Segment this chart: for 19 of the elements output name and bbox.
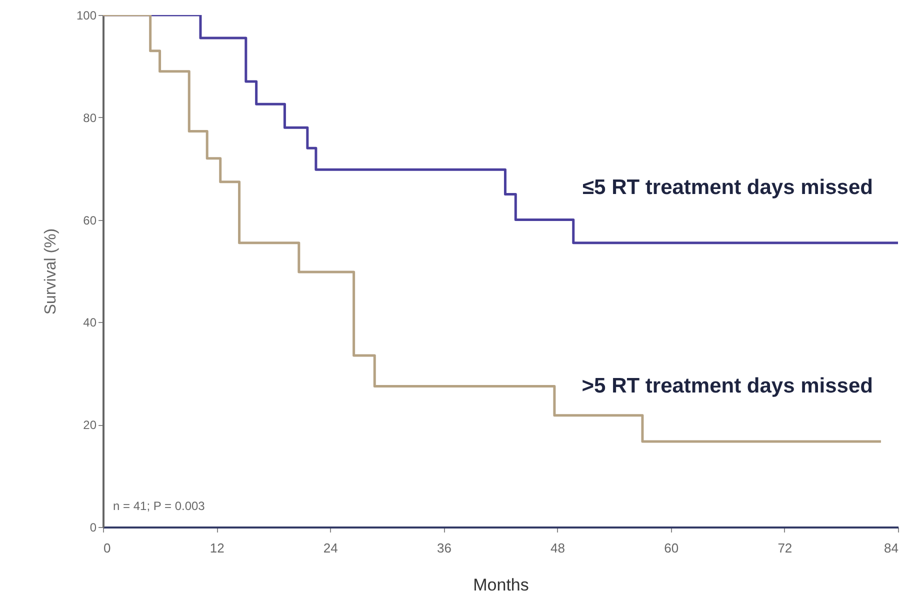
- y-tick-label: 100: [76, 8, 97, 22]
- x-tick-label: 60: [664, 540, 679, 556]
- x-tick-label: 0: [104, 540, 111, 556]
- series-label: >5 RT treatment days missed: [582, 374, 873, 398]
- x-tick-label: 72: [778, 540, 792, 556]
- x-tick-label: 36: [436, 540, 452, 556]
- x-tick-label: 84: [884, 540, 898, 556]
- y-tick-label: 80: [83, 110, 97, 125]
- y-axis-title: Survival (%): [42, 228, 60, 315]
- y-tick-label: 20: [83, 418, 97, 432]
- y-tick-label: 0: [90, 520, 97, 534]
- series-label: ≤5 RT treatment days missed: [582, 176, 873, 199]
- y-tick-label: 40: [83, 316, 97, 330]
- x-tick-label: 48: [550, 540, 566, 556]
- x-axis-title: Months: [473, 576, 529, 594]
- x-tick-label: 24: [323, 540, 338, 556]
- annotation: n = 41; P = 0.003: [113, 499, 206, 513]
- x-tick-label: 12: [210, 540, 224, 556]
- y-tick-label: 60: [83, 213, 97, 228]
